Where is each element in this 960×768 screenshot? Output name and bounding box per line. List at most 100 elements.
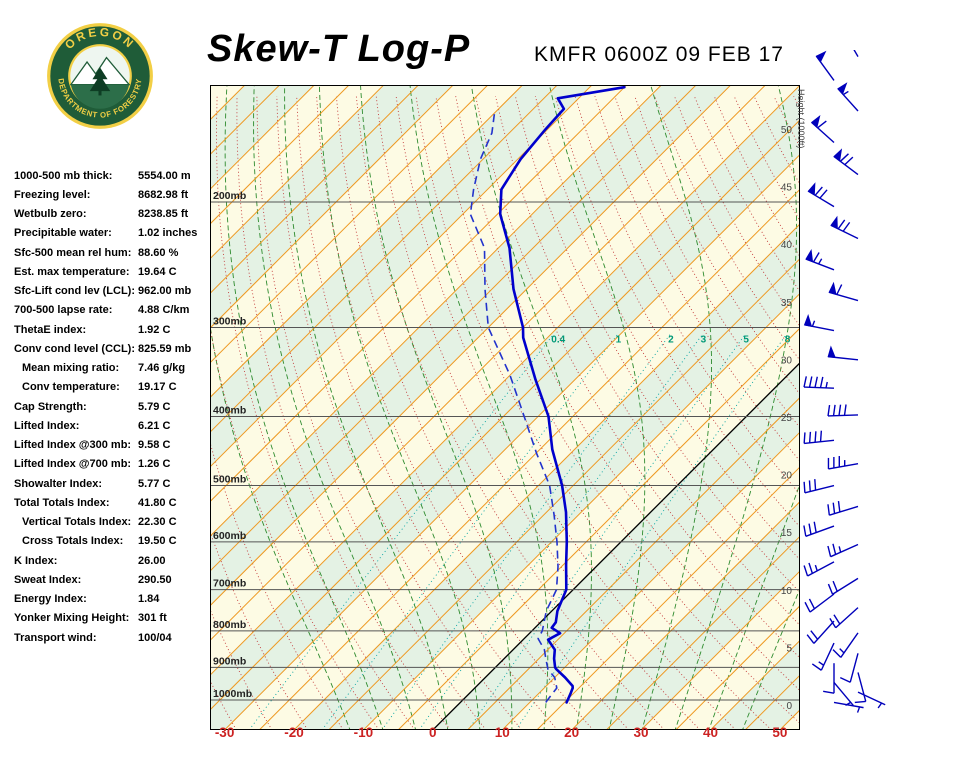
- pressure-label: 700mb: [213, 578, 246, 590]
- stat-label: Cap Strength:: [14, 400, 87, 413]
- station-time-label: KMFR 0600Z 09 FEB 17: [534, 43, 784, 66]
- wind-barb: [810, 115, 835, 144]
- wind-barb: [823, 663, 835, 694]
- wind-barb-column: [803, 50, 886, 713]
- stat-row: ThetaE index: 1.92 C: [14, 320, 214, 339]
- stat-label: Transport wind:: [14, 631, 97, 644]
- wind-barb: [857, 691, 886, 709]
- stat-row: Total Totals Index: 41.80 C: [14, 493, 214, 512]
- pressure-label: 600mb: [213, 530, 246, 542]
- stat-row: Vertical Totals Index: 22.30 C: [14, 513, 214, 532]
- stat-value: 5554.00 m: [138, 169, 191, 182]
- pressure-label: 500mb: [213, 474, 246, 486]
- wind-barb: [832, 632, 859, 658]
- stat-label: Est. max temperature:: [14, 265, 130, 278]
- height-tick-label: 5: [786, 643, 792, 654]
- stat-value: 19.17 C: [138, 381, 177, 394]
- wind-barb: [829, 607, 859, 629]
- pressure-label: 300mb: [213, 315, 246, 327]
- stat-value: 19.64 C: [138, 265, 177, 278]
- stat-value: 8238.85 ft: [138, 208, 189, 221]
- temperature-axis: -30 -20 -10 0 10 20 30 40 50: [215, 725, 788, 740]
- height-tick-label: 40: [781, 240, 793, 251]
- wind-barb: [828, 281, 859, 302]
- stat-label: 700-500 lapse rate:: [14, 304, 113, 317]
- isotherms: [210, 85, 800, 730]
- wind-barb: [854, 672, 867, 704]
- mixing-ratio-labels: 0.4 1 2 3 5 8: [551, 335, 790, 346]
- stat-value: 6.21 C: [138, 419, 171, 432]
- stat-row: Sfc-500 mean rel hum: 88.60 %: [14, 243, 214, 262]
- stat-label: Lifted Index:: [14, 419, 80, 432]
- odf-logo-graphic: OREGON DEPARTMENT OF FORESTRY: [47, 23, 153, 129]
- temperature-tick-label: 10: [495, 725, 510, 740]
- stat-value: 825.59 mb: [138, 342, 192, 355]
- stat-label: Freezing level:: [14, 188, 91, 201]
- sounding-indices-panel: 1000-500 mb thick: 5554.00 m Freezing leve…: [14, 166, 214, 647]
- stat-value: 1.02 inches: [138, 227, 198, 240]
- wind-barb: [807, 182, 835, 208]
- wind-barb: [830, 215, 859, 240]
- stat-row: Wetbulb zero: 8238.85 ft: [14, 205, 214, 224]
- temperature-tick-label: 0: [429, 725, 437, 740]
- wind-barb: [803, 376, 835, 389]
- stat-label: Cross Totals Index:: [22, 535, 124, 548]
- stat-row: 700-500 lapse rate: 4.88 C/km: [14, 301, 214, 320]
- height-tick-label: 0: [786, 701, 792, 712]
- temperature-tick-label: 40: [703, 725, 718, 740]
- stat-label: Sweat Index:: [14, 573, 82, 586]
- stat-label: Sfc-500 mean rel hum:: [14, 246, 132, 259]
- stat-value: 19.50 C: [138, 535, 177, 548]
- stat-row: Energy Index: 1.84: [14, 590, 214, 609]
- pressure-labels: 200mb 300mb 400mb 500mb 600mb 700mb 800mb 900mb…: [213, 190, 252, 700]
- stat-row: Sfc-Lift cond lev (LCL): 962.00 mb: [14, 282, 214, 301]
- stat-value: 9.58 C: [138, 439, 171, 452]
- stat-row: Mean mixing ratio: 7.46 g/kg: [14, 359, 214, 378]
- stat-value: 88.60 %: [138, 246, 179, 259]
- temperature-trace: [498, 85, 626, 704]
- height-tick-label: 10: [781, 586, 793, 597]
- height-tick-label: 45: [781, 183, 793, 194]
- stat-label: Vertical Totals Index:: [22, 516, 132, 529]
- wind-barb: [806, 620, 835, 644]
- plot-area: [210, 85, 800, 730]
- plot-border: [210, 85, 800, 730]
- wind-barb: [803, 561, 835, 577]
- mixing-ratio-label: 3: [701, 335, 707, 346]
- height-tick-label: 20: [781, 471, 793, 482]
- stat-row: Lifted Index: 6.21 C: [14, 416, 214, 435]
- height-axis-title: Height (1000ft): [796, 89, 806, 149]
- wind-barb: [827, 404, 859, 417]
- wind-barb: [833, 682, 854, 706]
- stat-row: Sweat Index: 290.50: [14, 570, 214, 589]
- wind-barb: [805, 249, 835, 271]
- height-tick-label: 50: [781, 125, 793, 136]
- stat-label: Mean mixing ratio:: [22, 362, 120, 375]
- stat-value: 4.88 C/km: [138, 304, 190, 317]
- stat-value: 5.77 C: [138, 477, 171, 490]
- temperature-tick-label: -10: [354, 725, 374, 740]
- mixing-ratio-lines: [248, 334, 787, 730]
- stat-value: 26.00: [138, 554, 166, 567]
- stat-value: 7.46 g/kg: [138, 362, 186, 375]
- stat-label: Lifted Index @700 mb:: [14, 458, 132, 471]
- wind-barb: [827, 345, 859, 361]
- logo-ground: [70, 84, 130, 109]
- wind-barb: [803, 521, 835, 537]
- skewt-diagram: 200mb 300mb 400mb 500mb 600mb 700mb 800mb 900mb…: [210, 85, 806, 740]
- stat-row: Cap Strength: 5.79 C: [14, 397, 214, 416]
- dewpoint-trace: [469, 112, 559, 703]
- stat-row: Lifted Index @700 mb: 1.26 C: [14, 455, 214, 474]
- wind-barb: [827, 456, 859, 470]
- stat-row: Showalter Index: 5.77 C: [14, 474, 214, 493]
- wind-barb: [827, 577, 859, 595]
- stat-value: 8682.98 ft: [138, 188, 189, 201]
- wind-barb: [833, 148, 859, 176]
- stat-label: Total Totals Index:: [14, 496, 110, 509]
- stat-row: 1000-500 mb thick: 5554.00 m: [14, 166, 214, 185]
- wind-barb: [837, 82, 859, 112]
- height-tick-label: 35: [781, 298, 793, 309]
- stat-value: 301 ft: [138, 612, 167, 625]
- stat-label: ThetaE index:: [14, 323, 87, 336]
